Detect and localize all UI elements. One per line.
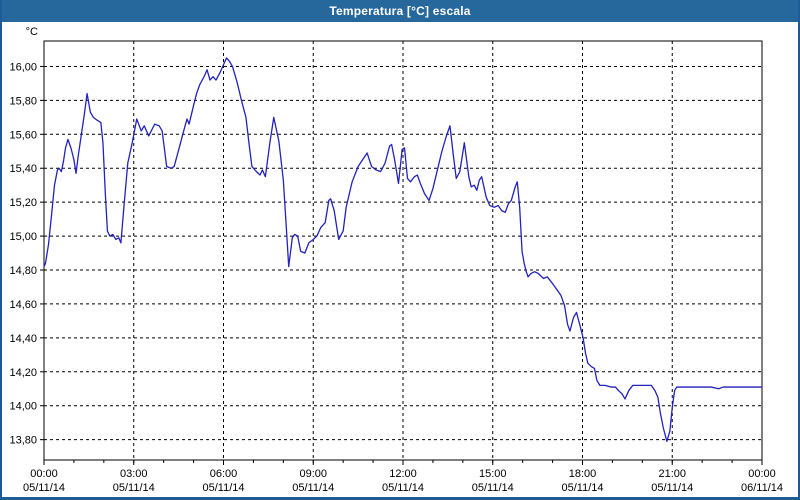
x-axis-time-label: 03:00 — [120, 468, 148, 480]
y-unit-label: °C — [26, 26, 38, 38]
x-axis-date-label: 05/11/14 — [202, 482, 244, 494]
x-axis-date-label: 06/11/14 — [741, 482, 783, 494]
x-axis-time-label: 00:00 — [30, 468, 58, 480]
x-axis-date-label: 05/11/14 — [472, 482, 514, 494]
temperature-chart-svg: 16,00 15,80 15,60 15,40 15,20 15,00 14,80 14,60… — [9, 26, 783, 494]
y-axis-tick-label: 15,00 — [9, 231, 37, 243]
x-axis-date-label: 05/11/14 — [113, 482, 155, 494]
x-axis-date-label: 05/11/14 — [651, 482, 693, 494]
y-axis-tick-label: 14,40 — [9, 333, 37, 345]
y-axis-tick-label: 16,00 — [9, 61, 37, 73]
y-axis-tick-label: 14,00 — [9, 401, 37, 413]
x-axis-time-label: 00:00 — [748, 468, 776, 480]
y-axis-tick-label: 15,40 — [9, 163, 37, 175]
x-axis-time-label: 15:00 — [479, 468, 507, 480]
y-axis-tick-label: 14,80 — [9, 265, 37, 277]
plot-border — [43, 40, 763, 461]
window-title-bar: Temperatura [°C] escala — [2, 0, 798, 22]
x-axis-time-label: 12:00 — [389, 468, 417, 480]
chart-title: Temperatura [°C] escala — [329, 4, 471, 18]
x-axis-date-label: 05/11/14 — [292, 482, 334, 494]
chart-canvas: 16,00 15,80 15,60 15,40 15,20 15,00 14,80 14,60… — [2, 22, 798, 497]
y-axis-tick-label: 14,20 — [9, 367, 37, 379]
y-axis-tick-label: 13,80 — [9, 435, 37, 447]
y-axis-tick-label: 15,80 — [9, 95, 37, 107]
y-axis-tick-label: 15,20 — [9, 197, 37, 209]
x-axis-time-label: 21:00 — [658, 468, 686, 480]
x-axis-time-label: 18:00 — [569, 468, 597, 480]
y-axis-tick-label: 15,60 — [9, 129, 37, 141]
x-axis-date-label: 05/11/14 — [382, 482, 424, 494]
temperature-line — [43, 57, 763, 442]
y-axis-tick-label: 14,60 — [9, 299, 37, 311]
x-axis-date-label: 05/11/14 — [23, 482, 65, 494]
x-axis-date-label: 05/11/14 — [561, 482, 603, 494]
x-axis-time-label: 09:00 — [299, 468, 327, 480]
x-axis-time-label: 06:00 — [210, 468, 238, 480]
